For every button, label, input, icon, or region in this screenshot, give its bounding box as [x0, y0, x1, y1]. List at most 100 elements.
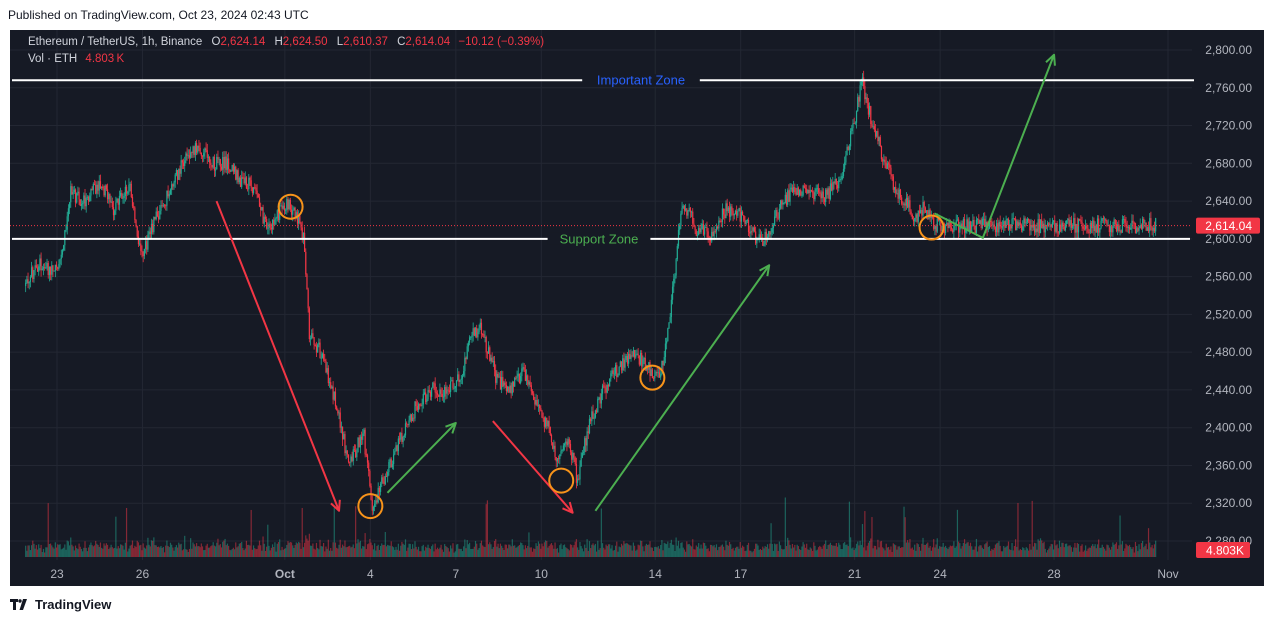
volume-bar [543, 542, 545, 557]
highlight-circles[interactable] [277, 193, 945, 520]
candle-body [944, 225, 947, 234]
volume-bar [755, 543, 757, 557]
down-arrow[interactable] [215, 200, 340, 512]
candle-body [67, 208, 69, 217]
volume-bar [817, 547, 820, 557]
volume-bar [93, 545, 96, 557]
candle-body [493, 361, 496, 370]
volume-bar [554, 542, 556, 557]
candle-body [693, 223, 695, 227]
volume-bar [307, 540, 309, 557]
candle-body [552, 442, 554, 449]
candle-body [921, 209, 923, 216]
volume-bar [482, 545, 484, 557]
candle-body [933, 217, 935, 229]
volume-bar [1137, 551, 1139, 557]
volume-bar [1093, 546, 1095, 557]
volume-bar [1069, 545, 1071, 557]
volume-label[interactable]: Vol · ETH [28, 53, 78, 65]
support-zone[interactable]: Support Zone [12, 231, 1190, 246]
price-tick-label: 2,520.00 [1205, 307, 1252, 321]
candle-body [1144, 222, 1146, 224]
time-tick-label: 4 [367, 567, 374, 581]
volume-bar [1119, 515, 1121, 557]
volume-bar [630, 545, 632, 557]
candle-body [29, 276, 32, 282]
volume-bar [420, 551, 422, 557]
volume-bar [765, 546, 767, 557]
volume-bar [1035, 543, 1037, 557]
candle-body [77, 191, 79, 194]
volume-bar [313, 548, 315, 557]
highlight-circle[interactable] [277, 193, 304, 220]
volume-bar [282, 549, 284, 557]
candle-body [561, 449, 563, 452]
volume-bar [1018, 550, 1020, 557]
candle-body [950, 227, 953, 230]
volume-bar [705, 545, 707, 557]
candle-body [880, 146, 883, 160]
volume-bar [464, 539, 466, 557]
time-axis[interactable]: 23 26 Oct 4 7 10 14 17 21 24 28 Nov [50, 567, 1178, 581]
volume-bar [254, 548, 256, 557]
important-zone[interactable]: Important Zone [12, 73, 1194, 88]
volume-bar [82, 551, 84, 557]
volume-bar [835, 543, 837, 557]
candle-body [628, 353, 630, 364]
candle-body [58, 264, 60, 269]
candle-body [175, 170, 178, 175]
volume-bar [454, 551, 456, 557]
highlight-circle[interactable] [548, 467, 575, 494]
volume-bar [1051, 544, 1053, 557]
volume-bar [841, 549, 843, 557]
candle-body [219, 158, 221, 167]
volume-bar [948, 547, 950, 557]
volume-bar [395, 546, 397, 557]
volume-bar [1039, 538, 1042, 557]
volume-bar [280, 550, 282, 557]
volume-bar [266, 546, 268, 557]
volume-bar [612, 550, 614, 557]
candle-body [365, 454, 367, 456]
candle-body [903, 203, 905, 205]
volume-bar [129, 545, 131, 557]
candle-body [72, 191, 74, 195]
candle-body [80, 204, 83, 206]
candle-body [834, 178, 836, 184]
candle-body [536, 399, 538, 406]
volume-bar [758, 549, 760, 557]
projection-arrow[interactable] [933, 54, 1055, 240]
volume-bar [111, 547, 113, 557]
symbol-label[interactable]: Ethereum / TetherUS, 1h, Binance [28, 36, 203, 48]
candle-body [98, 181, 100, 191]
candle-body [455, 380, 458, 387]
candle-body [372, 506, 375, 511]
volume-bar [190, 538, 192, 557]
volume-bar [560, 543, 562, 557]
volume-bar [801, 546, 803, 557]
time-tick-label: 23 [50, 567, 64, 581]
down-arrow[interactable] [492, 420, 574, 514]
highlight-circle[interactable] [357, 493, 384, 520]
volume-bar [681, 542, 683, 557]
volume-bar [934, 547, 936, 557]
trend-arrows[interactable] [215, 53, 1056, 514]
chart-frame[interactable]: Important Zone Support Zone 2,800.00 2,760.… [10, 30, 1264, 586]
volume-bar [683, 549, 686, 557]
candle-body [225, 156, 227, 170]
volume-bar [1140, 543, 1143, 557]
volume-bar [911, 547, 913, 557]
volume-bar [1152, 548, 1154, 557]
volume-bar [1074, 542, 1076, 557]
highlight-circle[interactable] [639, 364, 666, 391]
up-arrow[interactable] [386, 422, 457, 494]
volume-bar [415, 546, 417, 557]
candle-body [654, 375, 656, 379]
volume-bar [863, 547, 865, 557]
candle-body [718, 220, 720, 229]
up-arrow[interactable] [594, 264, 770, 512]
volume-bar [225, 545, 227, 557]
highlight-circle[interactable] [918, 214, 945, 241]
candle-body [269, 223, 271, 228]
